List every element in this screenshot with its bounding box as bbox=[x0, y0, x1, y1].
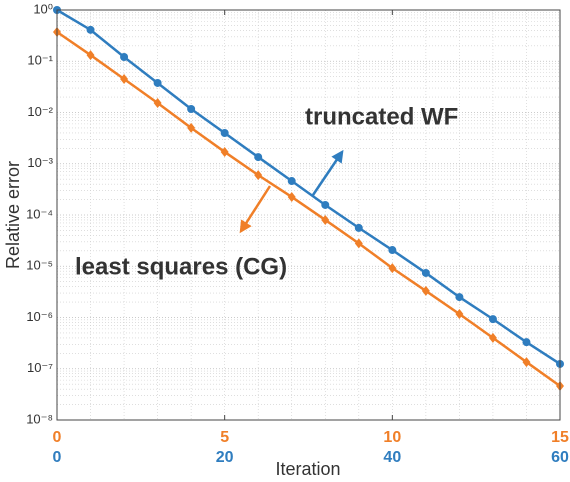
point bbox=[153, 98, 162, 109]
point bbox=[120, 53, 129, 62]
x2-tick-label: 40 bbox=[383, 449, 401, 466]
x-tick-label: 0 bbox=[53, 429, 62, 446]
x-tick-label: 5 bbox=[220, 429, 229, 446]
y-tick-label: 10⁻³ bbox=[27, 155, 53, 170]
point bbox=[287, 191, 296, 202]
point bbox=[287, 177, 296, 186]
point bbox=[455, 309, 464, 320]
point bbox=[187, 105, 196, 114]
y-tick-label: 10⁻⁴ bbox=[26, 206, 53, 221]
y-tick-label: 10⁻² bbox=[27, 104, 53, 119]
annotation: truncated WF bbox=[305, 103, 458, 130]
point bbox=[86, 50, 95, 61]
y-tick-label: 10⁻⁸ bbox=[26, 411, 53, 426]
y-tick-label: 10⁰ bbox=[33, 1, 53, 16]
y-tick-label: 10⁻⁷ bbox=[27, 360, 53, 375]
point bbox=[153, 78, 162, 87]
x-tick-label: 15 bbox=[551, 429, 569, 446]
y-tick-label: 10⁻¹ bbox=[27, 53, 53, 68]
point bbox=[220, 129, 229, 138]
plot-frame bbox=[56, 9, 561, 421]
y-axis-label: Relative error bbox=[3, 161, 23, 269]
arrow bbox=[311, 149, 344, 196]
point bbox=[488, 332, 497, 343]
point bbox=[321, 214, 330, 225]
x2-tick-label: 0 bbox=[53, 449, 62, 466]
series-line bbox=[56, 8, 561, 366]
point bbox=[254, 170, 263, 181]
point bbox=[388, 263, 397, 274]
point bbox=[488, 315, 497, 324]
annotation: least squares (CG) bbox=[75, 253, 287, 280]
point bbox=[421, 268, 430, 277]
point bbox=[522, 357, 531, 368]
point bbox=[455, 293, 464, 302]
y-tick-label: 10⁻⁶ bbox=[26, 309, 53, 324]
point bbox=[254, 153, 263, 162]
point bbox=[522, 338, 531, 347]
x-axis-label: Iteration bbox=[275, 459, 340, 479]
point bbox=[187, 122, 196, 133]
x2-tick-label: 20 bbox=[216, 449, 234, 466]
point bbox=[354, 223, 363, 232]
point bbox=[86, 25, 95, 34]
point bbox=[220, 146, 229, 157]
point bbox=[354, 238, 363, 249]
x2-tick-label: 60 bbox=[551, 449, 569, 466]
series-line bbox=[56, 30, 561, 388]
arrow bbox=[239, 185, 272, 234]
x-tick-label: 10 bbox=[383, 429, 401, 446]
point bbox=[120, 74, 129, 85]
point bbox=[321, 200, 330, 209]
point bbox=[388, 246, 397, 255]
point bbox=[421, 285, 430, 296]
y-tick-label: 10⁻⁵ bbox=[26, 258, 53, 273]
